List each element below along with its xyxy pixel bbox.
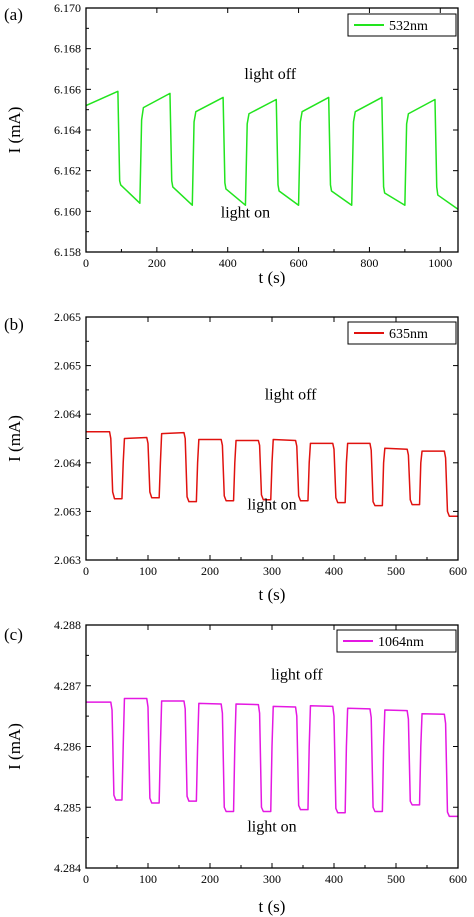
x-tick-label: 100 (139, 564, 157, 578)
x-tick-label: 300 (263, 564, 281, 578)
x-tick-label: 300 (263, 872, 281, 886)
x-axis-title: t (s) (259, 585, 286, 604)
y-axis-title: I (mA) (5, 723, 24, 770)
x-tick-label: 600 (449, 564, 467, 578)
legend-box (336, 629, 457, 653)
x-tick-label: 200 (148, 256, 166, 270)
x-tick-label: 600 (449, 872, 467, 886)
x-axis-title: t (s) (259, 268, 286, 287)
y-tick-label: 4.286 (54, 740, 81, 754)
x-tick-label: 200 (201, 564, 219, 578)
series-line-3-1 (86, 697, 458, 818)
x-tick-label: 200 (201, 872, 219, 886)
panel-1: 0 200 400 600 800 1000 6.158 6.160 6.162 6.164 6.1… (4, 1, 459, 287)
y-tick-label: 6.168 (54, 42, 81, 56)
x-tick-label: 600 (290, 256, 308, 270)
x-tick-label: 100 (139, 872, 157, 886)
y-tick-label: 4.285 (54, 800, 81, 814)
annotation-light-on: light on (247, 496, 296, 513)
series-line-2-1 (86, 430, 458, 518)
y-tick-label: 6.160 (54, 204, 81, 218)
y-tick-label: 4.288 (54, 618, 81, 632)
x-tick-label: 0 (83, 564, 89, 578)
panel-label: (a) (4, 5, 23, 24)
x-tick-label: 400 (325, 872, 343, 886)
annotation-light-on: light on (221, 204, 270, 221)
annotation-light-off: light off (244, 66, 296, 83)
y-tick-label: 4.287 (54, 679, 81, 693)
y-tick-label: 2.063 (54, 553, 81, 567)
panel-label: (c) (4, 625, 23, 644)
legend-label: 1064nm (378, 635, 424, 650)
x-tick-label: 800 (360, 256, 378, 270)
x-axis-title: t (s) (259, 897, 286, 916)
annotation-light-on: light on (247, 819, 296, 836)
y-axis-title: I (mA) (5, 415, 24, 462)
y-tick-label: 2.065 (54, 310, 81, 324)
legend-box (347, 321, 457, 345)
x-tick-label: 500 (387, 872, 405, 886)
y-axis-title: I (mA) (5, 107, 24, 154)
y-tick-label: 4.284 (54, 861, 81, 875)
y-tick-label: 6.158 (54, 245, 81, 259)
y-tick-label: 6.162 (54, 164, 81, 178)
series-line-1-1 (85, 90, 459, 210)
y-tick-label: 2.065 (54, 359, 81, 373)
y-tick-label: 6.164 (54, 123, 81, 137)
plot-frame (85, 316, 459, 561)
x-tick-label: 0 (83, 872, 89, 886)
panel-3: 0 100 200 300 400 500 600 4.284 4.285 4.286 4.287 4… (4, 618, 467, 916)
y-tick-label: 6.170 (54, 1, 81, 15)
x-tick-label: 0 (83, 256, 89, 270)
annotation-light-off: light off (271, 667, 323, 684)
x-tick-label: 500 (387, 564, 405, 578)
y-tick-label: 2.064 (54, 407, 81, 421)
x-tick-label: 400 (325, 564, 343, 578)
panel-2: 0 100 200 300 400 500 600 2.063 2.063 2.064 2.064 2… (4, 310, 467, 604)
y-tick-label: 2.063 (54, 504, 81, 518)
x-tick-label: 400 (219, 256, 237, 270)
panel-label: (b) (4, 315, 24, 334)
annotation-light-off: light off (265, 387, 317, 404)
y-tick-label: 2.064 (54, 456, 81, 470)
legend-box (347, 13, 457, 37)
legend-label: 635nm (389, 327, 428, 342)
x-tick-label: 1000 (428, 256, 452, 270)
y-tick-label: 6.166 (54, 82, 81, 96)
legend-label: 532nm (389, 19, 428, 34)
